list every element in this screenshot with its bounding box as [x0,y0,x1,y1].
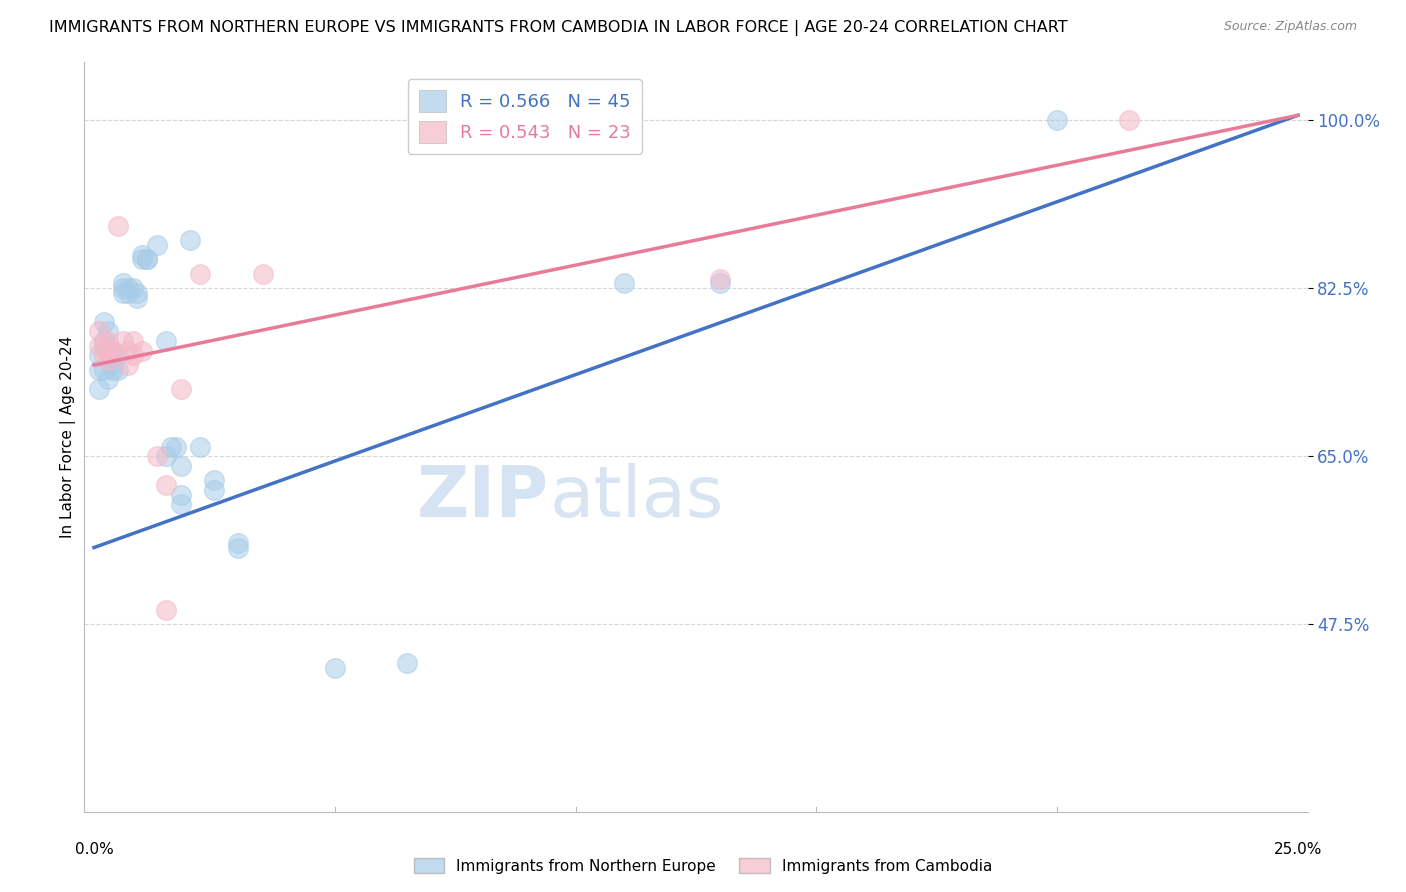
Point [111,334,134,348]
Point [170,382,193,396]
Point [97,325,120,339]
Point [160,440,183,454]
Point [145,238,167,252]
Point [111,277,134,291]
Point [93,348,115,362]
Point [170,488,193,502]
Point [228,541,250,555]
Point [87,339,110,353]
Y-axis label: In Labor Force | Age 20-24: In Labor Force | Age 20-24 [60,336,76,538]
Point [107,348,129,362]
Text: IMMIGRANTS FROM NORTHERN EUROPE VS IMMIGRANTS FROM CAMBODIA IN LABOR FORCE | AGE: IMMIGRANTS FROM NORTHERN EUROPE VS IMMIG… [49,20,1067,36]
Point [121,281,143,295]
Point [136,252,159,267]
Point [131,343,153,358]
Point [170,497,193,511]
Point [97,353,120,368]
Point [228,535,250,549]
Point [103,343,125,358]
Point [117,343,139,358]
Point [613,277,636,291]
Point [709,271,731,285]
Point [97,343,120,358]
Point [252,267,274,281]
Point [1118,113,1140,128]
Point [127,285,149,300]
Point [107,363,129,377]
Point [93,334,115,348]
Point [155,603,177,617]
Text: ZIP: ZIP [418,463,550,532]
Text: 0.0%: 0.0% [75,842,114,857]
Point [127,291,149,305]
Point [103,363,125,377]
Legend: R = 0.566   N = 45, R = 0.543   N = 23: R = 0.566 N = 45, R = 0.543 N = 23 [408,79,641,153]
Point [145,450,167,464]
Point [155,450,177,464]
Point [87,325,110,339]
Point [121,348,143,362]
Point [117,358,139,372]
Text: atlas: atlas [550,463,724,532]
Point [117,285,139,300]
Point [117,281,139,295]
Point [165,440,187,454]
Text: Source: ZipAtlas.com: Source: ZipAtlas.com [1223,20,1357,33]
Point [97,353,120,368]
Text: 25.0%: 25.0% [1274,842,1322,857]
Point [188,267,211,281]
Point [188,440,211,454]
Point [87,363,110,377]
Point [103,358,125,372]
Point [87,348,110,362]
Point [93,363,115,377]
Point [202,483,225,497]
Point [131,247,153,261]
Point [179,233,201,247]
Point [111,281,134,295]
Point [1046,113,1069,128]
Point [155,478,177,492]
Point [131,252,153,267]
Point [121,334,143,348]
Point [93,315,115,329]
Point [87,382,110,396]
Point [107,219,129,233]
Point [155,334,177,348]
Point [323,660,346,674]
Point [202,473,225,487]
Point [103,343,125,358]
Point [111,285,134,300]
Point [93,339,115,353]
Point [709,277,731,291]
Point [170,458,193,473]
Point [97,334,120,348]
Point [97,372,120,386]
Legend: Immigrants from Northern Europe, Immigrants from Cambodia: Immigrants from Northern Europe, Immigra… [408,852,998,880]
Point [395,656,418,670]
Point [136,252,159,267]
